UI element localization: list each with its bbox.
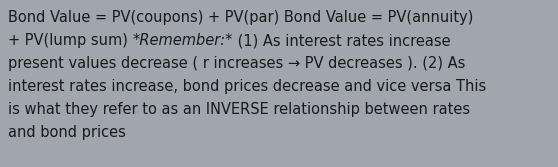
Text: and bond prices: and bond prices (8, 125, 126, 140)
Text: is what they refer to as an INVERSE relationship between rates: is what they refer to as an INVERSE rela… (8, 102, 470, 117)
Text: *Remember:*: *Remember:* (132, 33, 233, 48)
Text: (1) As interest rates increase: (1) As interest rates increase (233, 33, 451, 48)
Text: + PV(lump sum): + PV(lump sum) (8, 33, 132, 48)
Text: present values decrease ( r increases → PV decreases ). (2) As: present values decrease ( r increases → … (8, 56, 465, 71)
Text: Bond Value = PV(coupons) + PV(par) Bond Value = PV(annuity): Bond Value = PV(coupons) + PV(par) Bond … (8, 10, 473, 25)
Text: interest rates increase, bond prices decrease and vice versa This: interest rates increase, bond prices dec… (8, 79, 486, 94)
